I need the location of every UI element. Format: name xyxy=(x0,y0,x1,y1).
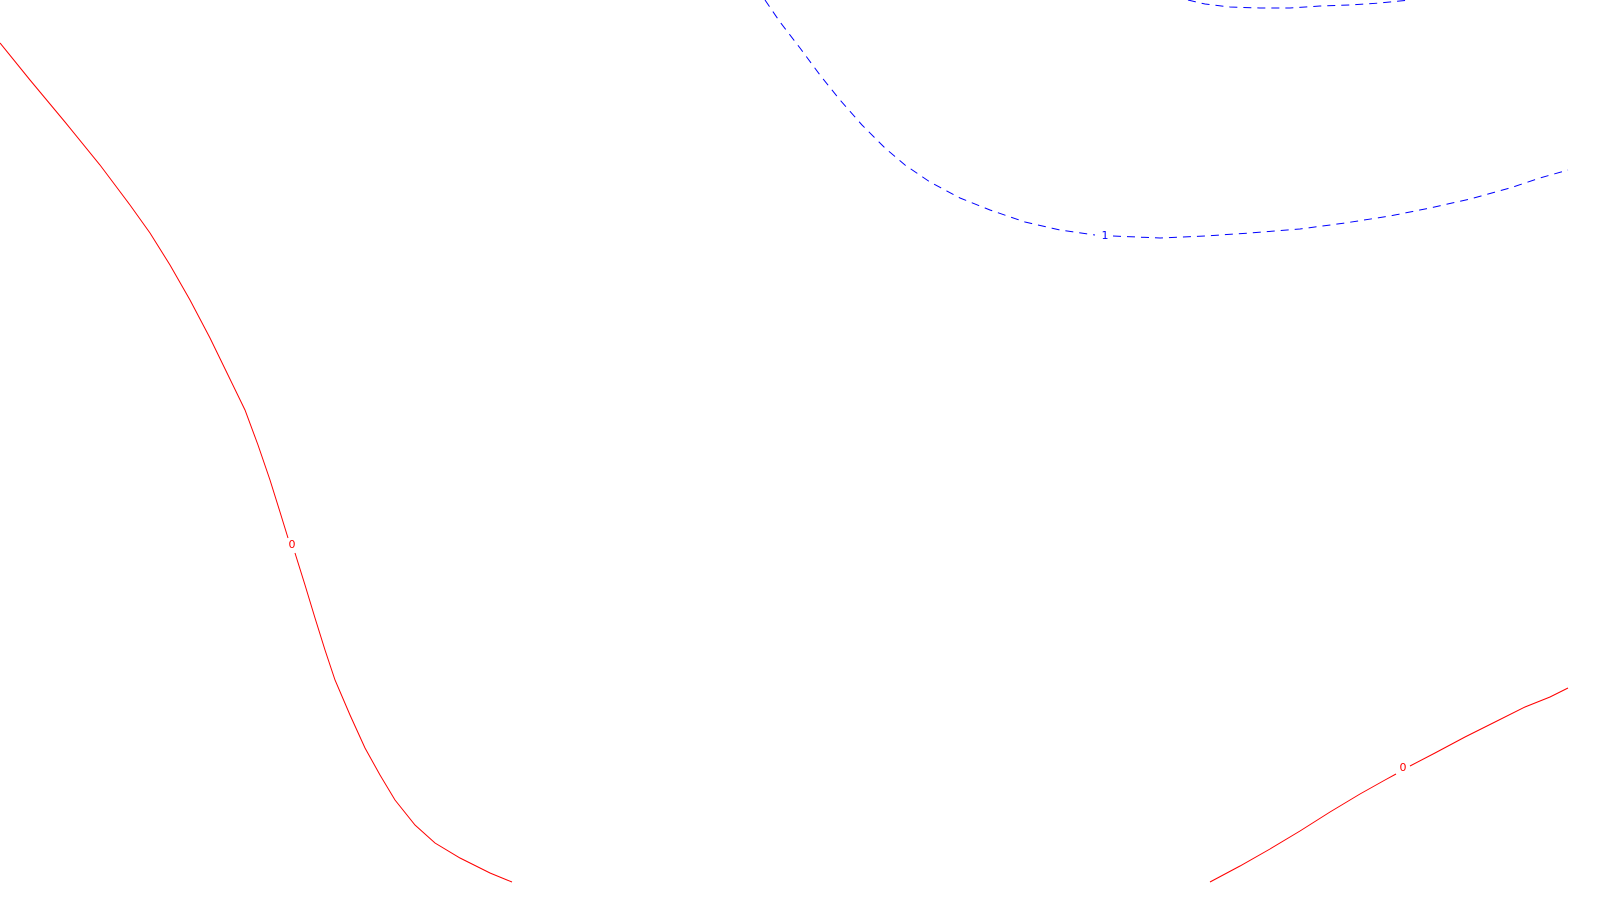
zero-contour-right-line xyxy=(1209,687,1569,883)
one-contour-label: 1 xyxy=(1102,229,1109,242)
zero-contour-left-line xyxy=(0,42,513,883)
one-contour-line xyxy=(764,0,1569,239)
zero-contour-right-label: 0 xyxy=(1400,761,1407,774)
upper-blue-contour-line xyxy=(1187,0,1411,9)
zero-contour-left-label: 0 xyxy=(289,538,296,551)
